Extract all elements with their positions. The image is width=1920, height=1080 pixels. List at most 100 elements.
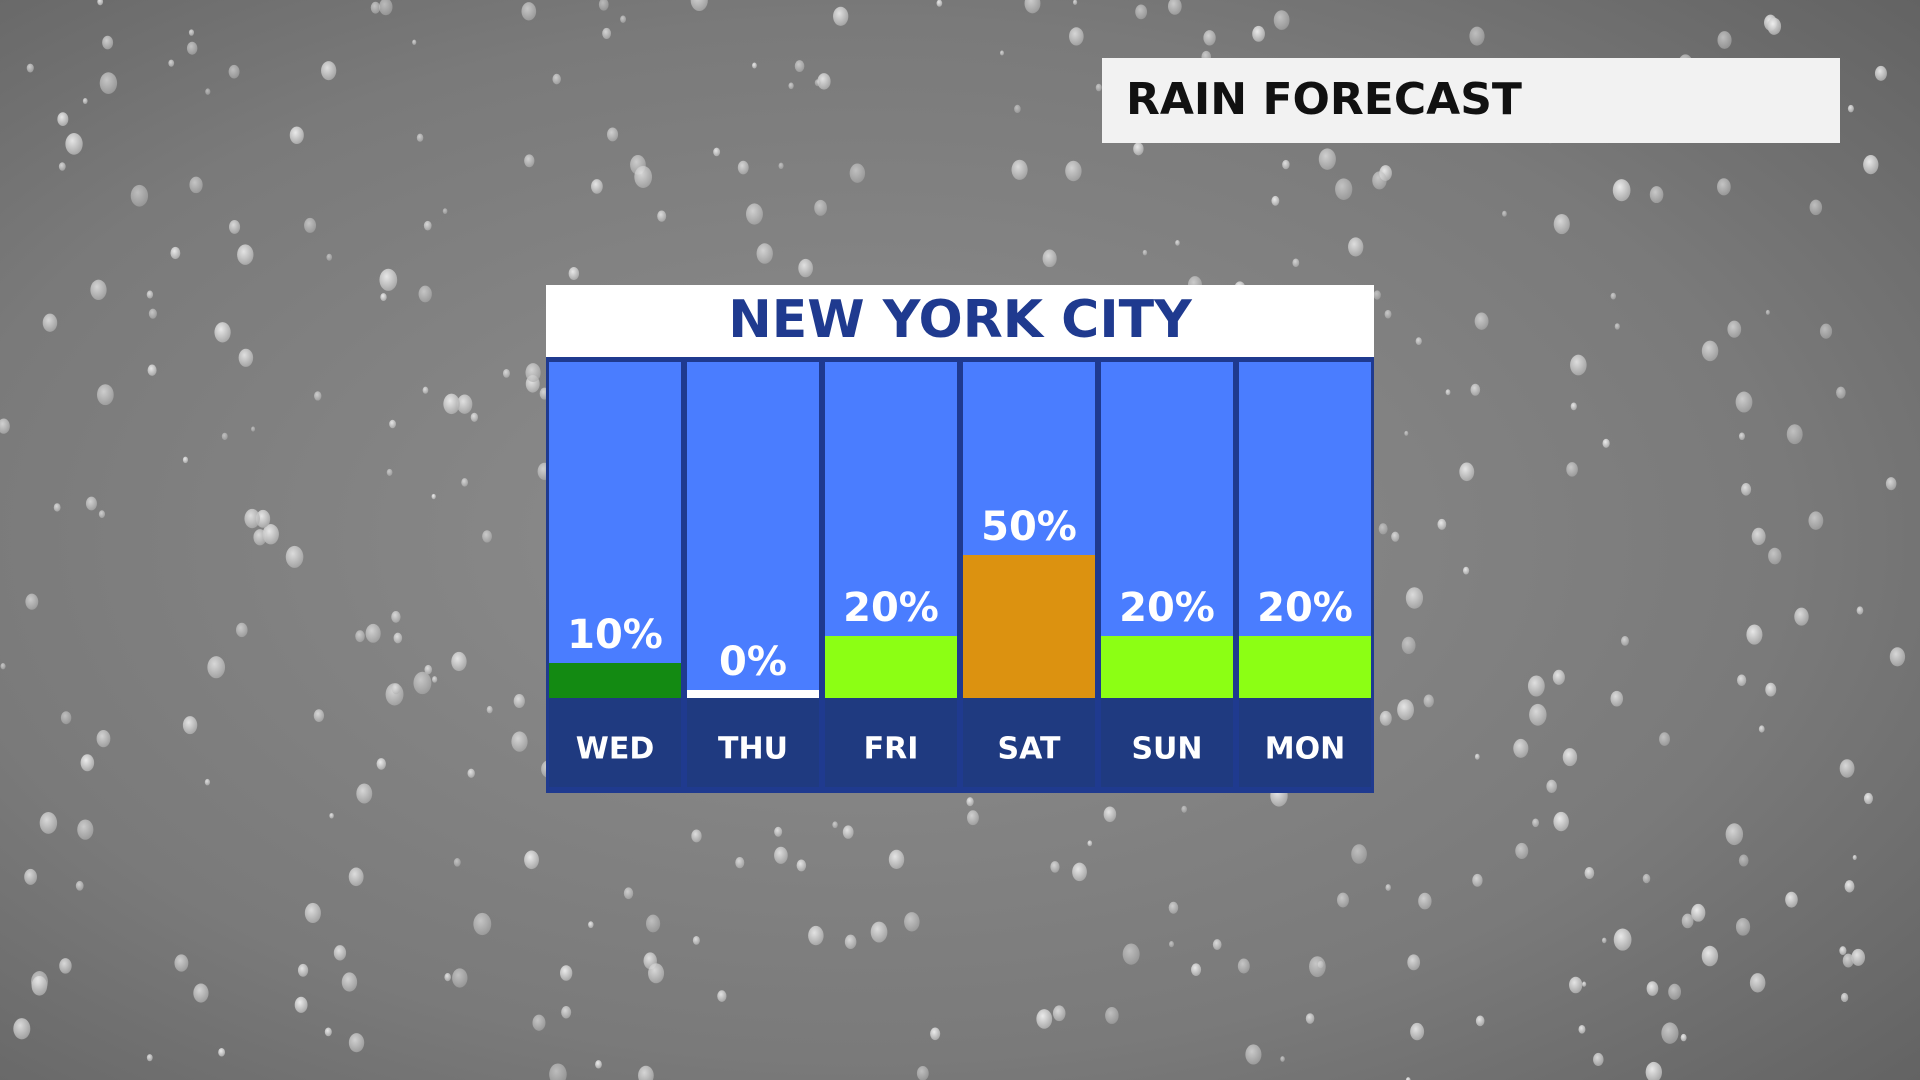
raindrop	[1529, 703, 1547, 726]
raindrop	[1385, 884, 1391, 891]
raindrop	[1335, 178, 1353, 200]
raindrop	[442, 208, 448, 215]
raindrop	[1404, 430, 1409, 436]
raindrop	[182, 716, 198, 735]
raindrop	[648, 963, 665, 984]
raindrop	[42, 313, 58, 332]
day-box	[549, 698, 681, 787]
raindrop	[549, 1063, 567, 1080]
raindrop	[1469, 26, 1485, 46]
raindrop	[1717, 178, 1731, 196]
raindrop	[602, 27, 612, 39]
raindrop	[244, 508, 260, 529]
raindrop	[59, 958, 72, 974]
raindrop	[657, 210, 667, 222]
raindrop	[391, 610, 401, 623]
raindrop	[521, 2, 537, 21]
raindrop	[1842, 953, 1854, 968]
raindrop	[502, 368, 510, 378]
raindrop	[97, 0, 104, 6]
raindrop	[798, 258, 813, 278]
raindrop	[1553, 213, 1570, 235]
raindrop	[60, 711, 72, 725]
raindrop	[285, 545, 304, 568]
raindrop	[25, 593, 39, 610]
raindrop	[422, 386, 429, 394]
raindrop	[188, 29, 195, 36]
raindrop	[416, 133, 424, 142]
raindrop	[170, 246, 181, 260]
raindrop	[237, 244, 254, 265]
raindrop	[525, 363, 541, 383]
raindrop	[1645, 1061, 1663, 1080]
raindrop	[1889, 647, 1906, 667]
raindrop	[1397, 699, 1414, 721]
raindrop	[1746, 624, 1763, 645]
raindrop	[1885, 477, 1897, 491]
raindrop	[814, 199, 827, 216]
raindrop	[1613, 928, 1632, 951]
raindrop	[1809, 199, 1823, 216]
raindrop	[774, 846, 788, 864]
raindrop	[1839, 946, 1847, 956]
raindrop	[638, 1065, 654, 1080]
raindrop	[966, 797, 974, 807]
raindrop	[1847, 104, 1854, 113]
raindrop	[1072, 0, 1078, 5]
raindrop	[355, 630, 365, 643]
raindrop	[595, 1060, 602, 1069]
raindrop	[1738, 432, 1745, 441]
raindrop	[1050, 861, 1060, 873]
raindrop	[370, 1, 381, 14]
raindrop	[1701, 945, 1719, 967]
raindrop	[1844, 880, 1855, 893]
columns: WED 10% THU 0% FRI 20% SAT 50% SUN 20% MON 20%	[549, 362, 1371, 787]
raindrop	[1280, 1056, 1285, 1062]
raindrop	[214, 322, 231, 343]
raindrop	[1758, 725, 1765, 733]
raindrop	[148, 308, 157, 319]
raindrop	[1072, 862, 1087, 882]
raindrop	[204, 778, 211, 786]
raindrop	[255, 509, 271, 528]
raindrop	[393, 632, 403, 644]
raindrop	[57, 112, 69, 126]
raindrop	[205, 88, 211, 95]
day-box	[1239, 698, 1371, 787]
raindrop	[90, 279, 107, 301]
raindrop	[1681, 913, 1694, 929]
raindrop	[1095, 83, 1102, 92]
raindrop	[228, 219, 241, 234]
raindrop	[1133, 142, 1144, 156]
raindrop	[1459, 462, 1475, 482]
raindrop	[424, 664, 432, 675]
raindrop	[379, 268, 398, 291]
raindrop	[1601, 937, 1607, 944]
raindrop	[1212, 939, 1222, 951]
raindrop	[432, 676, 438, 683]
raindrop	[607, 127, 619, 142]
raindrop	[321, 61, 337, 81]
raindrop	[1610, 690, 1624, 707]
raindrop	[443, 393, 460, 415]
raindrop	[1502, 210, 1507, 217]
raindrop	[1765, 309, 1770, 315]
raindrop	[1065, 160, 1082, 182]
raindrop	[482, 530, 492, 543]
raindrop	[58, 162, 66, 171]
raindrop	[888, 849, 905, 870]
raindrop	[418, 285, 432, 303]
raindrop	[1337, 892, 1349, 908]
day-box	[963, 698, 1095, 787]
raindrop	[1348, 237, 1364, 257]
raindrop	[1445, 389, 1451, 396]
raindrop	[297, 963, 309, 977]
raindrop	[1378, 523, 1388, 535]
raindrop	[451, 651, 467, 672]
raindrop	[389, 419, 396, 429]
raindrop	[1309, 956, 1326, 978]
value-label: 10%	[567, 612, 663, 658]
raindrop	[333, 945, 347, 961]
raindrop	[486, 705, 493, 714]
